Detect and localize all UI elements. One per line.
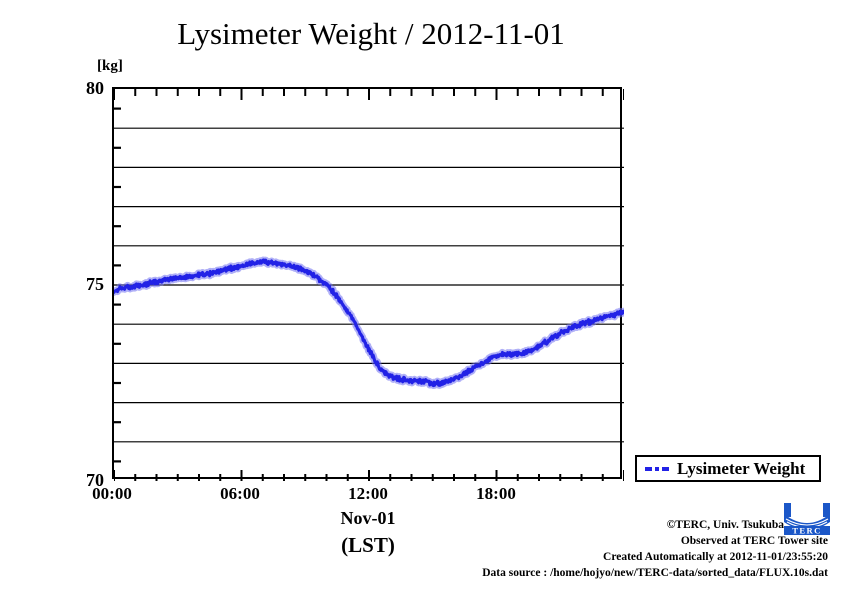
footer-data-source: Data source : /home/hojyo/new/TERC-data/… xyxy=(482,567,828,579)
footer-created-at: Created Automatically at 2012-11-01/23:5… xyxy=(603,551,828,563)
x-axis-timezone-caption: (LST) xyxy=(341,533,395,557)
x-tick-label-0600: 06:00 xyxy=(220,484,260,503)
y-tick-label-75: 75 xyxy=(86,274,104,294)
footer-observed-at: Observed at TERC Tower site xyxy=(680,535,828,547)
terc-logo-icon: TERC xyxy=(784,503,830,535)
y-tick-label-80: 80 xyxy=(86,78,104,98)
y-axis-ticks xyxy=(114,107,121,463)
x-axis-date-caption: Nov-01 xyxy=(340,508,396,528)
x-tick-label-1200: 12:00 xyxy=(348,484,388,503)
y-tick-label-70: 70 xyxy=(86,470,104,490)
legend-label-lysimeter-weight: Lysimeter Weight xyxy=(677,458,806,478)
x-tick-label-0000: 00:00 xyxy=(92,484,132,503)
gridlines xyxy=(114,127,624,443)
terc-logo-text: TERC xyxy=(792,525,821,535)
x-axis-ticks xyxy=(114,89,624,481)
chart-canvas xyxy=(114,89,624,481)
series-lysimeter-weight xyxy=(114,256,624,390)
chart-legend[interactable]: Lysimeter Weight xyxy=(635,455,821,482)
plot-area xyxy=(112,87,624,481)
x-tick-label-1800: 18:00 xyxy=(476,484,516,503)
footer-copyright: ©TERC, Univ. Tsukuba xyxy=(666,519,784,531)
y-axis-unit-label: [kg] xyxy=(97,58,123,74)
legend-line-swatch-icon xyxy=(645,464,671,474)
page-title: Lysimeter Weight / 2012-11-01 xyxy=(177,16,565,51)
